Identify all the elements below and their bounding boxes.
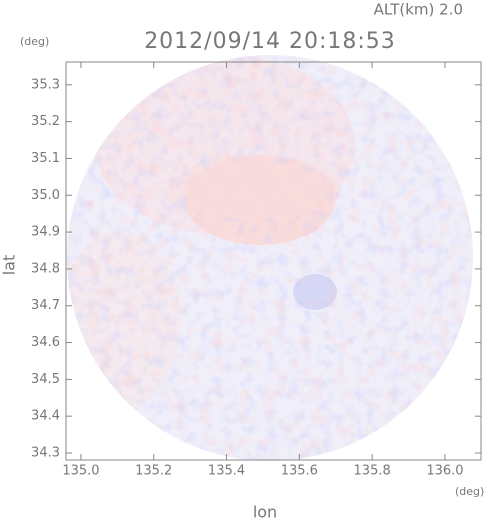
subtitle: ALT(km) 2.0 <box>374 1 463 19</box>
radar-image <box>67 55 473 461</box>
plot-frame <box>65 61 482 461</box>
x-tick-label: 135.2 <box>135 464 172 479</box>
x-unit: (deg) <box>455 485 484 498</box>
y-tick-label: 34.5 <box>31 372 60 387</box>
y-tick-label: 34.3 <box>31 446 60 461</box>
y-tick-label: 34.6 <box>31 335 60 350</box>
y-tick-label: 34.4 <box>31 409 60 424</box>
y-tick-label: 35.3 <box>31 77 60 92</box>
x-tick-label: 135.4 <box>208 464 245 479</box>
x-tick-label: 135.8 <box>354 464 391 479</box>
y-tick-label: 34.9 <box>31 225 60 240</box>
y-tick-label: 34.8 <box>31 261 60 276</box>
y-tick-label: 35.0 <box>31 188 60 203</box>
x-axis-label: lon <box>253 503 277 521</box>
chart-title: 2012/09/14 20:18:53 <box>144 29 396 54</box>
y-axis-label: lat <box>0 255 19 276</box>
y-tick-label: 35.1 <box>31 151 60 166</box>
y-unit: (deg) <box>20 35 49 48</box>
x-tick-label: 135.0 <box>62 464 99 479</box>
x-tick-label: 136.0 <box>426 464 463 479</box>
y-tick-label: 34.7 <box>31 298 60 313</box>
x-tick-label: 135.6 <box>281 464 318 479</box>
y-tick-label: 35.2 <box>31 114 60 129</box>
